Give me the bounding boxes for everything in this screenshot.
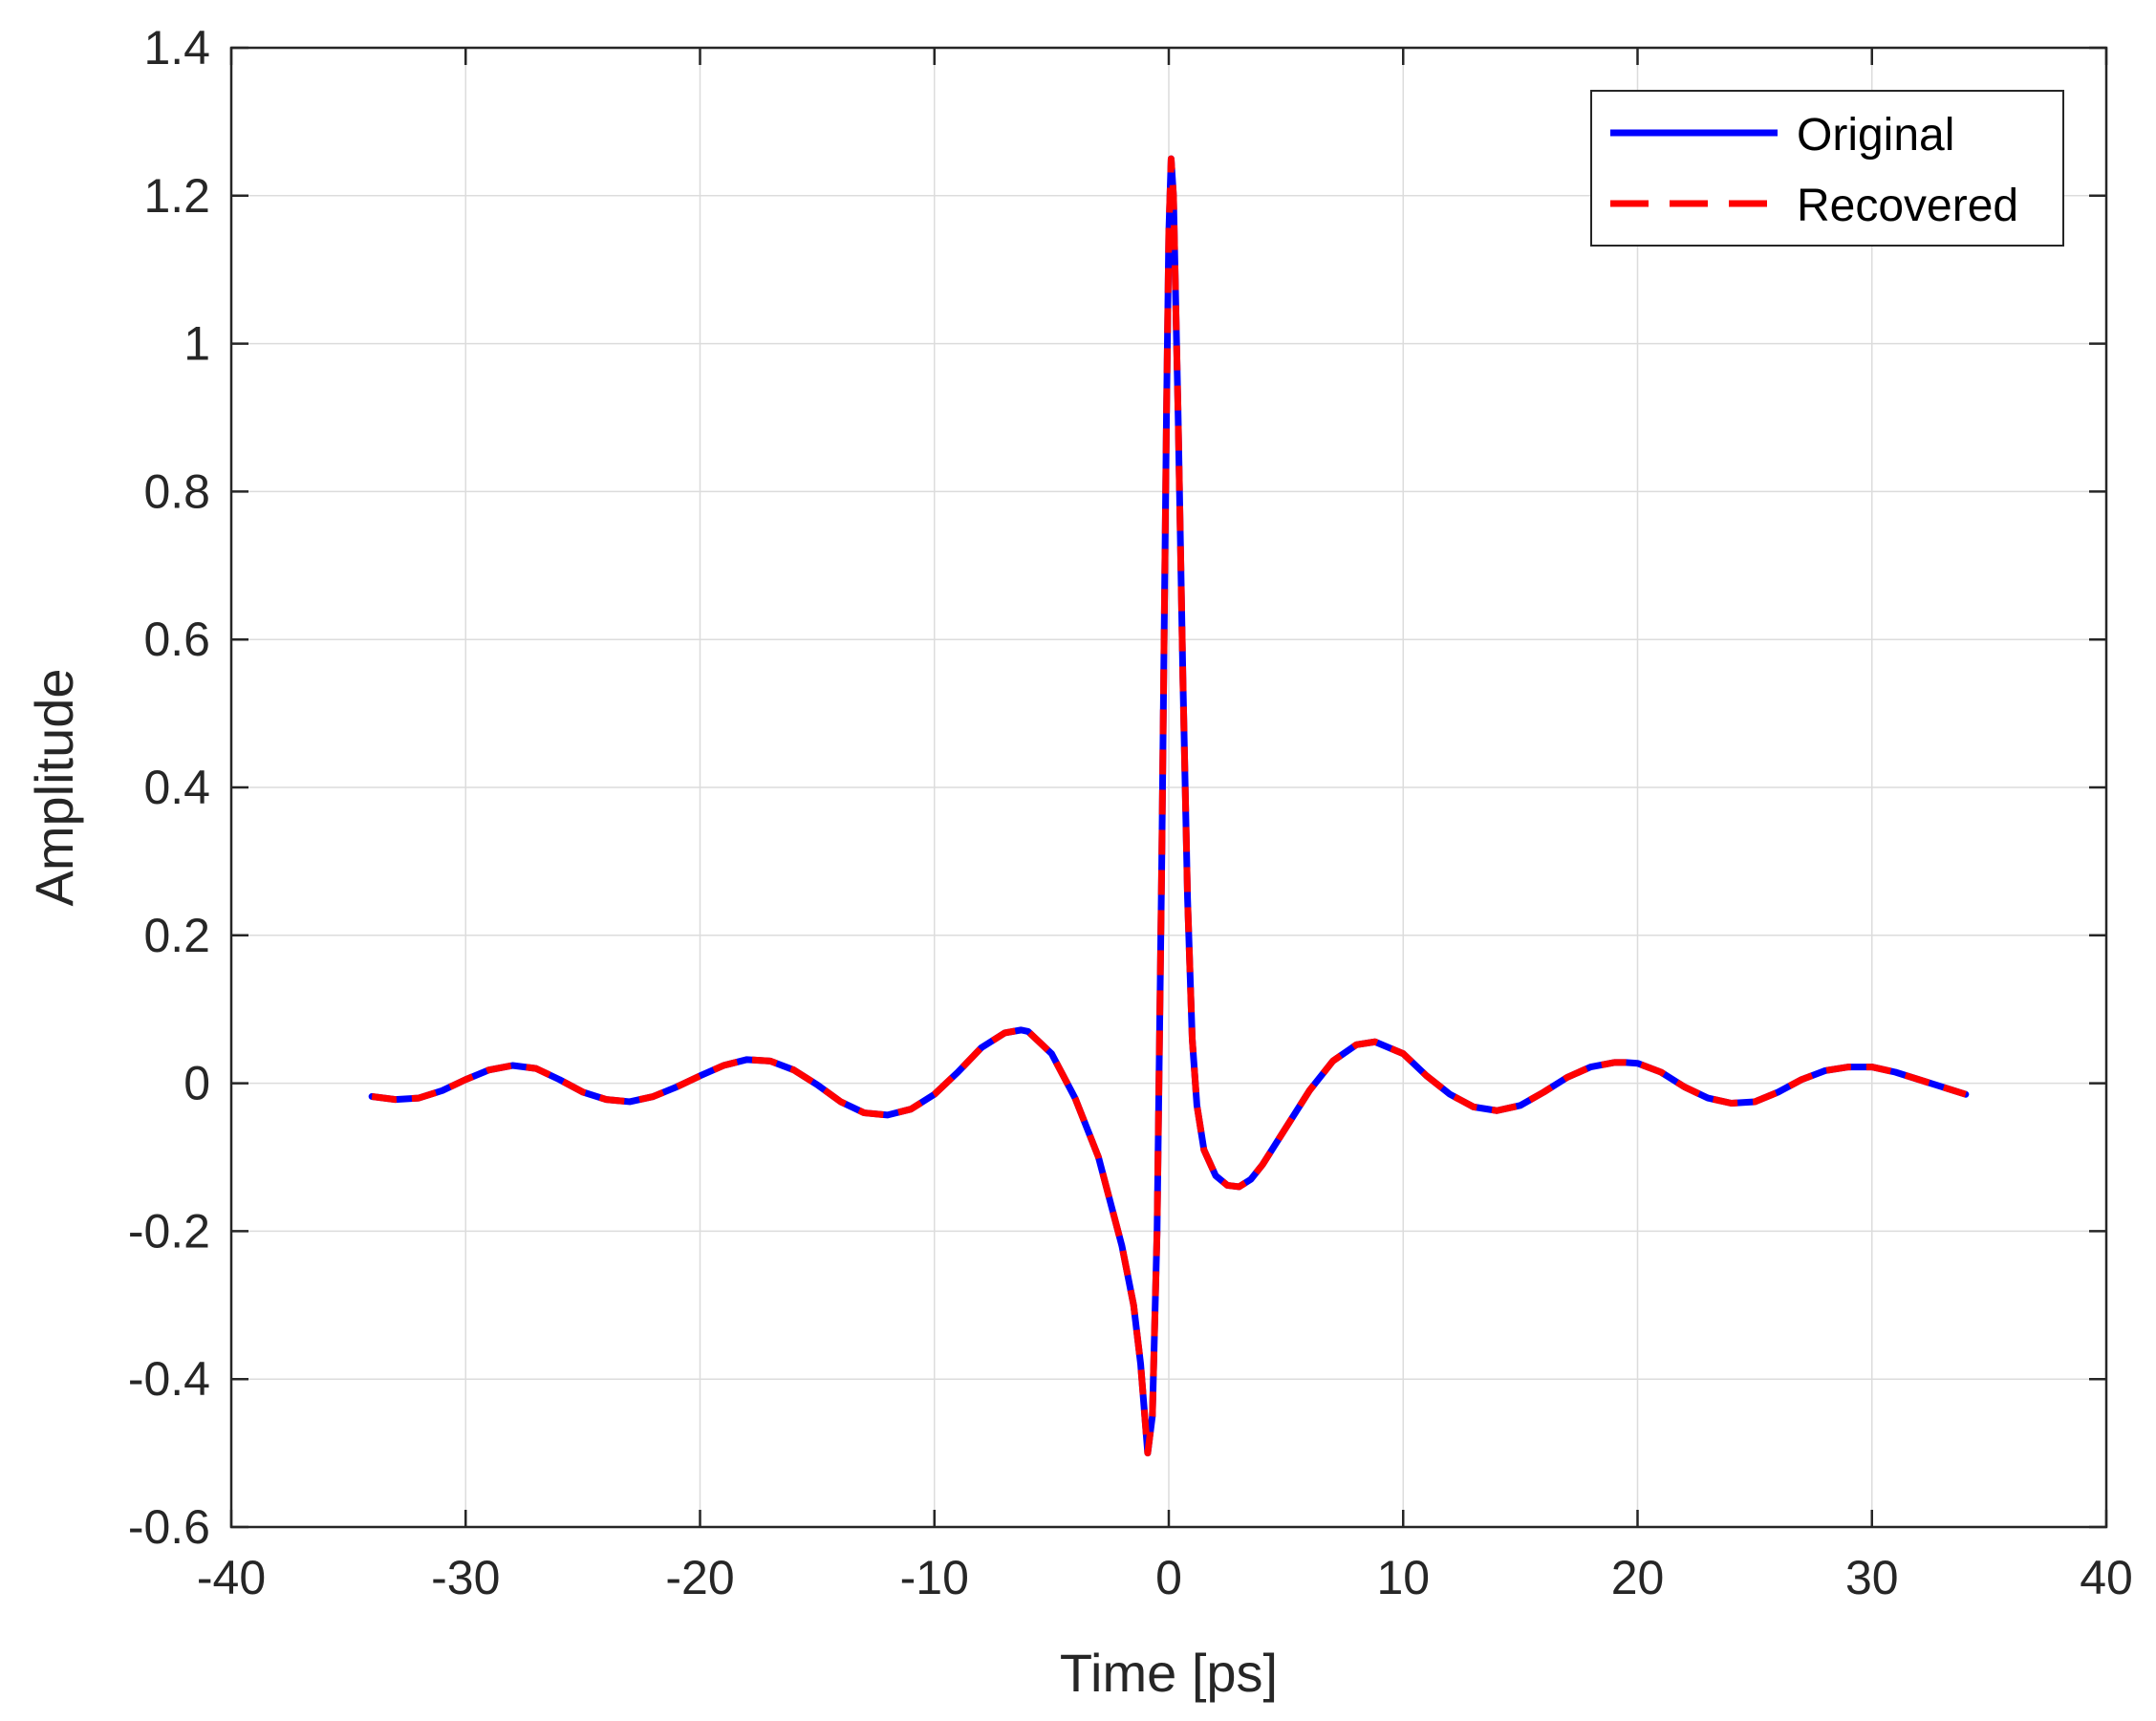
y-tick-label: -0.4 <box>128 1352 210 1406</box>
y-tick-label: 1 <box>183 317 210 371</box>
series-line-recovered <box>371 155 1967 1457</box>
x-tick-label: -30 <box>431 1551 500 1604</box>
y-tick-label: 0 <box>183 1057 210 1110</box>
y-tick-label: 0.6 <box>143 613 210 666</box>
y-tick-label: -0.2 <box>128 1204 210 1258</box>
x-tick-label: 0 <box>1155 1551 1182 1604</box>
x-tick-label: 40 <box>2080 1551 2133 1604</box>
y-tick-label: 0.8 <box>143 464 210 518</box>
x-tick-label: -20 <box>665 1551 734 1604</box>
x-tick-label: -40 <box>197 1551 266 1604</box>
y-tick-labels: -0.6 -0.4 -0.2 0 0.2 0.4 0.6 0.8 1 1.2 1.4 <box>128 21 210 1554</box>
x-axis-title: Time [ps] <box>1060 1643 1278 1703</box>
x-tick-labels: -40 -30 -20 -10 0 10 20 30 40 <box>197 1551 2133 1604</box>
series-layer <box>368 155 1970 1457</box>
y-tick-label: 1.4 <box>143 21 210 75</box>
y-tick-label: 0.2 <box>143 909 210 962</box>
y-tick-label: -0.6 <box>128 1500 210 1554</box>
x-tick-label: 20 <box>1611 1551 1665 1604</box>
x-tick-label: 10 <box>1376 1551 1430 1604</box>
legend-label-original: Original <box>1797 110 1954 161</box>
legend-label-recovered: Recovered <box>1797 181 2018 231</box>
ticks <box>229 46 2108 1529</box>
legend: Original Recovered <box>1590 90 2064 247</box>
y-axis-title: Amplitude <box>24 668 84 906</box>
legend-box <box>1590 90 2064 247</box>
y-tick-label: 1.2 <box>143 169 210 223</box>
x-tick-label: 30 <box>1845 1551 1899 1604</box>
x-tick-label: -10 <box>900 1551 969 1604</box>
y-tick-label: 0.4 <box>143 761 210 814</box>
